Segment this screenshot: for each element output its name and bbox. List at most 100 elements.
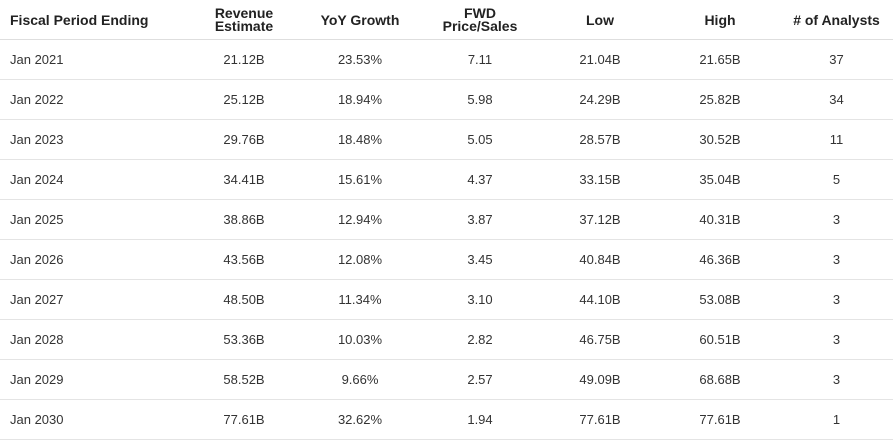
cell-revenue-estimate: 43.56B (188, 239, 300, 280)
cell-high: 21.65B (660, 39, 780, 80)
cell-yoy-growth: 18.48% (300, 119, 420, 160)
header-number-of-analysts: # of Analysts (780, 0, 893, 40)
table-row: Jan 2029 58.52B 9.66% 2.57 49.09B 68.68B… (0, 359, 893, 400)
cell-high: 30.52B (660, 119, 780, 160)
cell-fiscal-period: Jan 2026 (0, 239, 188, 280)
cell-revenue-estimate: 29.76B (188, 119, 300, 160)
cell-low: 37.12B (540, 199, 660, 240)
cell-fiscal-period: Jan 2028 (0, 319, 188, 360)
header-label: Fiscal Period Ending (10, 11, 149, 28)
cell-revenue-estimate: 53.36B (188, 319, 300, 360)
header-label-line1: FWD (464, 4, 496, 21)
cell-number-of-analysts: 3 (780, 239, 893, 280)
header-row: Fiscal Period Ending Revenue Estimate Yo… (0, 0, 893, 40)
cell-fiscal-period: Jan 2030 (0, 399, 188, 440)
cell-number-of-analysts: 3 (780, 319, 893, 360)
header-label: FWD Price/Sales (442, 4, 518, 34)
header-low: Low (540, 0, 660, 40)
cell-low: 33.15B (540, 159, 660, 200)
cell-fiscal-period: Jan 2027 (0, 279, 188, 320)
cell-yoy-growth: 15.61% (300, 159, 420, 200)
header-label: YoY Growth (320, 11, 400, 28)
cell-number-of-analysts: 3 (780, 359, 893, 400)
cell-revenue-estimate: 34.41B (188, 159, 300, 200)
cell-fiscal-period: Jan 2023 (0, 119, 188, 160)
cell-fwd-price-sales: 3.10 (420, 279, 540, 320)
cell-number-of-analysts: 5 (780, 159, 893, 200)
cell-yoy-growth: 10.03% (300, 319, 420, 360)
cell-revenue-estimate: 38.86B (188, 199, 300, 240)
cell-fwd-price-sales: 3.45 (420, 239, 540, 280)
cell-fiscal-period: Jan 2022 (0, 79, 188, 120)
cell-fiscal-period: Jan 2025 (0, 199, 188, 240)
cell-fwd-price-sales: 7.11 (420, 39, 540, 80)
table-row: Jan 2025 38.86B 12.94% 3.87 37.12B 40.31… (0, 199, 893, 240)
table-row: Jan 2023 29.76B 18.48% 5.05 28.57B 30.52… (0, 119, 893, 160)
header-yoy-growth: YoY Growth (300, 0, 420, 40)
cell-high: 77.61B (660, 399, 780, 440)
cell-number-of-analysts: 1 (780, 399, 893, 440)
table-row: Jan 2026 43.56B 12.08% 3.45 40.84B 46.36… (0, 239, 893, 280)
cell-high: 68.68B (660, 359, 780, 400)
cell-fwd-price-sales: 5.05 (420, 119, 540, 160)
cell-fiscal-period: Jan 2024 (0, 159, 188, 200)
cell-yoy-growth: 23.53% (300, 39, 420, 80)
cell-number-of-analysts: 37 (780, 39, 893, 80)
cell-fwd-price-sales: 2.57 (420, 359, 540, 400)
table-row: Jan 2028 53.36B 10.03% 2.82 46.75B 60.51… (0, 319, 893, 360)
header-revenue-estimate: Revenue Estimate (188, 0, 300, 40)
cell-fwd-price-sales: 4.37 (420, 159, 540, 200)
cell-revenue-estimate: 48.50B (188, 279, 300, 320)
cell-low: 24.29B (540, 79, 660, 120)
table-header: Fiscal Period Ending Revenue Estimate Yo… (0, 0, 893, 40)
cell-yoy-growth: 9.66% (300, 359, 420, 400)
cell-fwd-price-sales: 5.98 (420, 79, 540, 120)
table-body: Jan 2021 21.12B 23.53% 7.11 21.04B 21.65… (0, 39, 893, 440)
cell-fiscal-period: Jan 2029 (0, 359, 188, 400)
table-row: Jan 2024 34.41B 15.61% 4.37 33.15B 35.04… (0, 159, 893, 200)
header-label: High (704, 11, 736, 28)
cell-low: 44.10B (540, 279, 660, 320)
cell-high: 25.82B (660, 79, 780, 120)
cell-low: 21.04B (540, 39, 660, 80)
cell-yoy-growth: 18.94% (300, 79, 420, 120)
cell-number-of-analysts: 3 (780, 199, 893, 240)
cell-number-of-analysts: 34 (780, 79, 893, 120)
cell-fwd-price-sales: 2.82 (420, 319, 540, 360)
cell-low: 46.75B (540, 319, 660, 360)
cell-revenue-estimate: 21.12B (188, 39, 300, 80)
header-label: Revenue Estimate (214, 4, 274, 34)
cell-yoy-growth: 12.94% (300, 199, 420, 240)
cell-low: 40.84B (540, 239, 660, 280)
cell-low: 49.09B (540, 359, 660, 400)
cell-revenue-estimate: 25.12B (188, 79, 300, 120)
cell-fiscal-period: Jan 2021 (0, 39, 188, 80)
table-row: Jan 2027 48.50B 11.34% 3.10 44.10B 53.08… (0, 279, 893, 320)
header-fwd-price-sales: FWD Price/Sales (420, 0, 540, 40)
cell-revenue-estimate: 58.52B (188, 359, 300, 400)
cell-low: 28.57B (540, 119, 660, 160)
cell-number-of-analysts: 11 (780, 119, 893, 160)
cell-low: 77.61B (540, 399, 660, 440)
header-label-line1: Revenue (214, 4, 274, 21)
header-label-line2: Price/Sales (442, 17, 518, 34)
cell-high: 53.08B (660, 279, 780, 320)
header-high: High (660, 0, 780, 40)
cell-revenue-estimate: 77.61B (188, 399, 300, 440)
header-fiscal-period: Fiscal Period Ending (0, 0, 188, 40)
table-row: Jan 2030 77.61B 32.62% 1.94 77.61B 77.61… (0, 399, 893, 440)
cell-high: 60.51B (660, 319, 780, 360)
cell-yoy-growth: 11.34% (300, 279, 420, 320)
cell-fwd-price-sales: 3.87 (420, 199, 540, 240)
cell-fwd-price-sales: 1.94 (420, 399, 540, 440)
table-row: Jan 2022 25.12B 18.94% 5.98 24.29B 25.82… (0, 79, 893, 120)
header-label: # of Analysts (793, 11, 880, 28)
cell-number-of-analysts: 3 (780, 279, 893, 320)
table-row: Jan 2021 21.12B 23.53% 7.11 21.04B 21.65… (0, 39, 893, 80)
cell-high: 46.36B (660, 239, 780, 280)
cell-yoy-growth: 32.62% (300, 399, 420, 440)
header-label: Low (586, 11, 614, 28)
cell-high: 40.31B (660, 199, 780, 240)
cell-yoy-growth: 12.08% (300, 239, 420, 280)
header-label-line2: Estimate (214, 17, 274, 34)
